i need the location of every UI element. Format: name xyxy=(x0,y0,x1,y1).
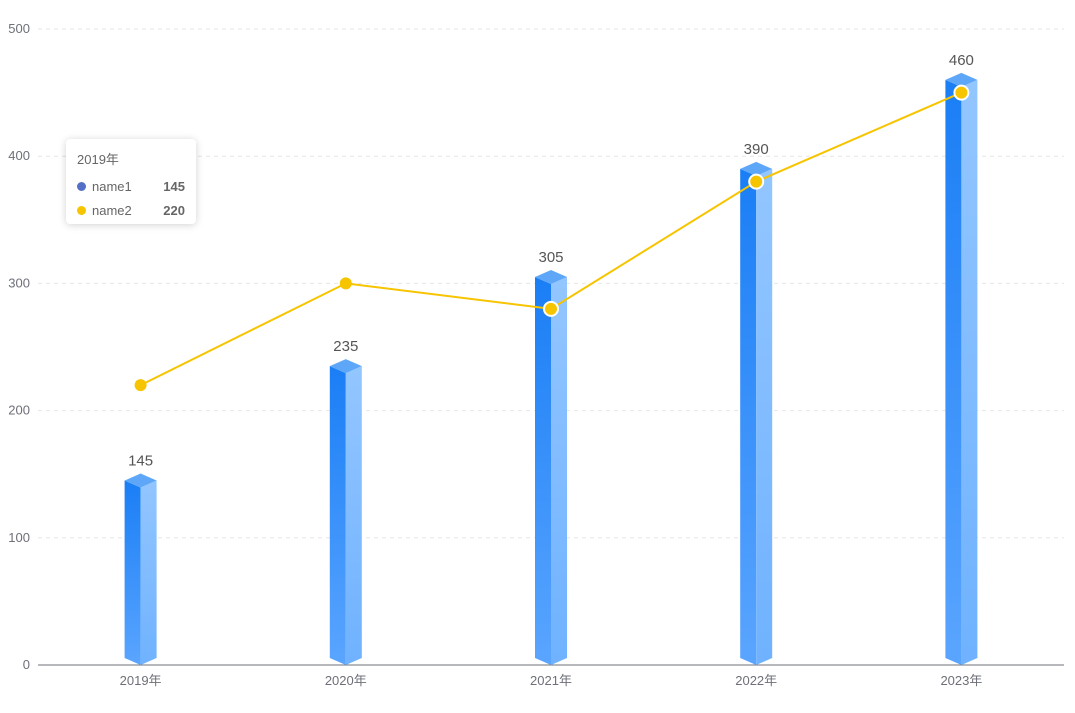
bar-top-face xyxy=(740,161,773,176)
bar-data-label: 460 xyxy=(949,52,974,69)
series1-dot-icon xyxy=(77,181,86,191)
y-tick-label: 0 xyxy=(23,657,30,672)
bar-right-face xyxy=(140,480,157,665)
bar-left-face xyxy=(740,168,757,666)
tooltip-series1-name: name1 xyxy=(92,178,132,194)
bar-top-face xyxy=(535,270,567,285)
tooltip-row-series2: name2 220 xyxy=(77,198,185,222)
bar xyxy=(740,161,773,666)
y-tick-label: 500 xyxy=(8,21,30,36)
bar-right-face xyxy=(961,79,978,665)
x-tick-label: 2021年 xyxy=(530,673,572,688)
bar-right-face xyxy=(756,168,773,666)
y-tick-label: 100 xyxy=(8,530,30,545)
bar-data-label: 235 xyxy=(333,338,358,355)
bar-top-face xyxy=(945,72,978,87)
bar-top-face xyxy=(124,473,157,488)
series2-point xyxy=(134,379,147,392)
x-axis: 2019年 2020年 2021年 2022年 2023年 xyxy=(38,664,1064,688)
tooltip: 2019年 name1 145 name2 220 xyxy=(66,139,196,224)
series2-point xyxy=(748,173,765,190)
series2-point xyxy=(339,277,352,290)
tooltip-series2-value: 220 xyxy=(163,202,185,218)
tooltip-series2-name: name2 xyxy=(92,202,132,218)
y-tick-label: 300 xyxy=(8,275,30,290)
tooltip-row-series1: name1 145 xyxy=(77,174,185,198)
bar-left-face xyxy=(945,79,962,665)
bar-left-face xyxy=(535,277,551,665)
y-axis: 0 100 200 300 400 500 xyxy=(8,21,30,672)
x-tick-label: 2023年 xyxy=(940,673,982,688)
bar xyxy=(329,359,362,665)
bar-right-face xyxy=(551,277,567,665)
series2-dot-icon xyxy=(77,205,86,215)
y-tick-label: 400 xyxy=(8,148,30,163)
x-tick-label: 2019年 xyxy=(120,673,162,688)
bar xyxy=(124,473,157,665)
bar-data-label: 390 xyxy=(744,141,769,158)
x-tick-label: 2020年 xyxy=(325,673,367,688)
x-tick-label: 2022年 xyxy=(735,673,777,688)
series2-point xyxy=(543,300,559,317)
bar-data-label: 145 xyxy=(128,453,153,470)
bar xyxy=(945,72,978,665)
bar-right-face xyxy=(345,366,362,665)
series2-point xyxy=(953,84,970,101)
bar-series xyxy=(124,72,978,666)
bar-data-label: 305 xyxy=(538,249,563,266)
bar-top-face xyxy=(329,359,362,374)
tooltip-title: 2019年 xyxy=(77,152,119,167)
bar-data-labels: 145 235 305 390 460 xyxy=(128,52,974,470)
tooltip-series1-value: 145 xyxy=(163,178,185,194)
y-tick-label: 200 xyxy=(8,403,30,418)
line-series xyxy=(134,84,970,392)
bar xyxy=(535,270,567,665)
bar-left-face xyxy=(124,480,141,665)
bar-left-face xyxy=(329,366,346,665)
